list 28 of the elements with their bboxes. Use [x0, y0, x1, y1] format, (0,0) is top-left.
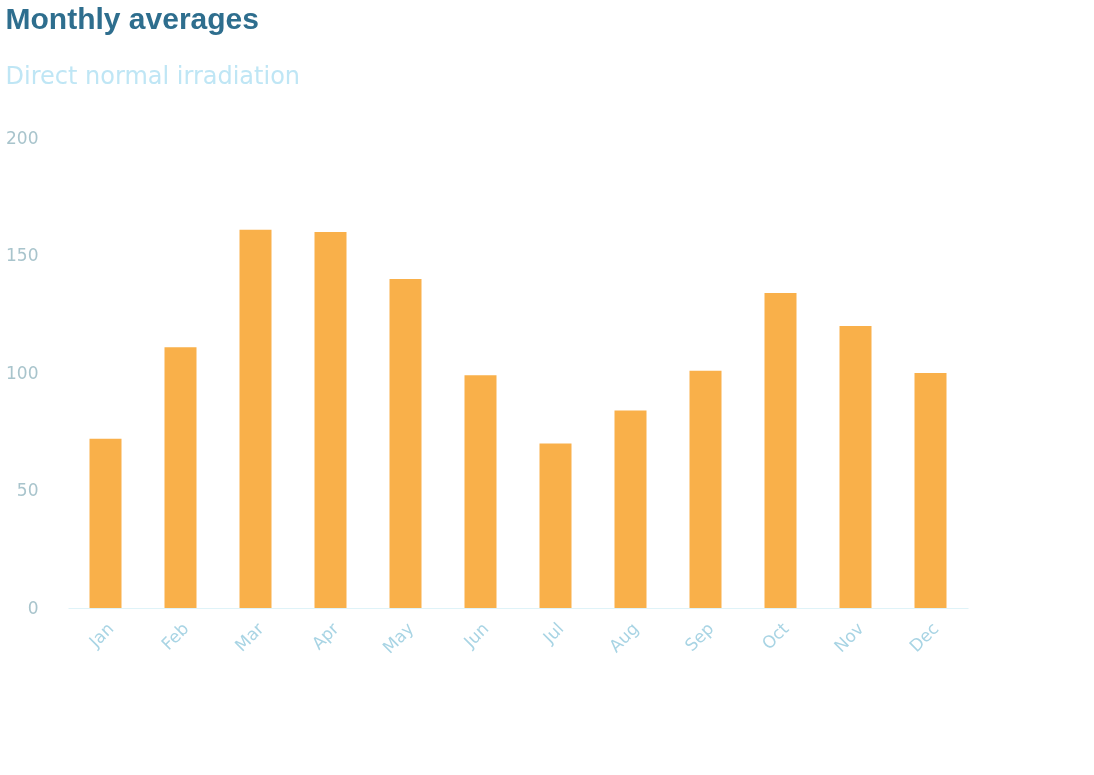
bar — [164, 347, 197, 608]
bar — [764, 293, 797, 608]
chart-subtitle: Direct normal irradiation — [5, 62, 301, 90]
x-tick-label: Oct — [757, 618, 793, 654]
bar — [389, 279, 422, 608]
y-tick-label: 100 — [6, 362, 39, 383]
chart-title: Monthly averages — [5, 2, 259, 35]
bar — [614, 410, 647, 608]
bar — [239, 229, 272, 608]
y-tick-label: 0 — [27, 597, 39, 618]
x-tick-label: Feb — [157, 618, 193, 654]
bar — [89, 438, 122, 608]
y-tick-label: 50 — [16, 480, 39, 500]
y-tick-label: 200 — [6, 127, 39, 148]
bar — [689, 370, 722, 608]
x-tick-label: Jul — [538, 618, 568, 648]
y-tick-label: 150 — [6, 245, 39, 265]
bar — [839, 326, 872, 608]
x-tick-label: Dec — [905, 618, 943, 656]
x-tick-label: Jun — [458, 618, 493, 653]
x-tick-label: Mar — [230, 618, 268, 656]
bar — [539, 443, 572, 608]
bar — [314, 232, 347, 608]
x-tick-label: Apr — [307, 618, 343, 654]
x-tick-label: Sep — [680, 618, 718, 656]
bar — [914, 373, 947, 608]
bar — [464, 375, 497, 608]
x-tick-label: Jan — [84, 618, 118, 652]
